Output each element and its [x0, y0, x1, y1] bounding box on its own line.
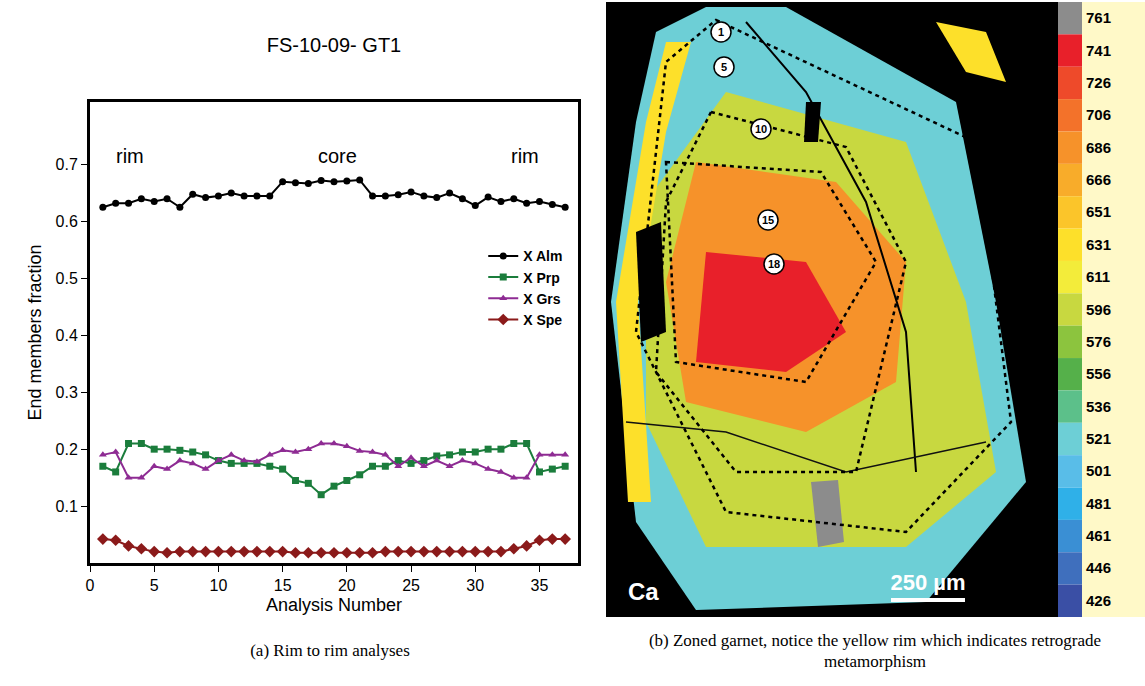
- svg-text:5: 5: [721, 61, 727, 73]
- svg-text:Ca: Ca: [628, 578, 659, 605]
- svg-text:0.7: 0.7: [56, 156, 78, 173]
- svg-text:556: 556: [1086, 365, 1111, 382]
- svg-text:5: 5: [150, 577, 159, 594]
- svg-text:0: 0: [86, 577, 95, 594]
- svg-text:20: 20: [338, 577, 356, 594]
- svg-text:X Spe: X Spe: [523, 312, 562, 328]
- svg-text:X Prp: X Prp: [523, 270, 560, 286]
- svg-text:706: 706: [1086, 106, 1111, 123]
- svg-text:481: 481: [1086, 495, 1111, 512]
- svg-text:rim: rim: [511, 145, 539, 167]
- svg-text:536: 536: [1086, 398, 1111, 415]
- svg-text:741: 741: [1086, 42, 1111, 59]
- svg-text:651: 651: [1086, 203, 1111, 220]
- svg-text:0.5: 0.5: [56, 270, 78, 287]
- svg-text:15: 15: [274, 577, 292, 594]
- svg-text:0.2: 0.2: [56, 441, 78, 458]
- svg-text:10: 10: [210, 577, 228, 594]
- svg-text:611: 611: [1086, 268, 1110, 285]
- svg-text:30: 30: [466, 577, 484, 594]
- svg-text:0.4: 0.4: [56, 327, 78, 344]
- html-text:(b) Zoned garnet, notice the y: (b) Zoned garnet, notice the yellow rim …: [648, 631, 1102, 671]
- svg-text:426: 426: [1086, 592, 1111, 609]
- svg-text:596: 596: [1086, 301, 1111, 318]
- html-text:(a) Rim to rim analyses: (a) Rim to rim analyses: [250, 641, 410, 660]
- svg-text:576: 576: [1086, 333, 1111, 350]
- svg-text:X Grs: X Grs: [523, 291, 561, 307]
- svg-text:761: 761: [1086, 9, 1111, 26]
- svg-text:521: 521: [1086, 430, 1111, 447]
- svg-text:666: 666: [1086, 171, 1111, 188]
- svg-text:461: 461: [1086, 527, 1111, 544]
- svg-text:15: 15: [762, 214, 774, 226]
- svg-text:250 µm: 250 µm: [890, 570, 965, 595]
- svg-text:rim: rim: [116, 145, 144, 167]
- svg-text:10: 10: [755, 123, 767, 135]
- svg-text:446: 446: [1086, 559, 1111, 576]
- svg-text:686: 686: [1086, 139, 1111, 156]
- svg-text:18: 18: [768, 258, 780, 270]
- svg-text:0.3: 0.3: [56, 384, 78, 401]
- svg-text:501: 501: [1086, 462, 1111, 479]
- svg-text:core: core: [318, 145, 357, 167]
- svg-text:FS-10-09- GT1: FS-10-09- GT1: [267, 34, 401, 56]
- svg-text:726: 726: [1086, 74, 1111, 91]
- svg-text:631: 631: [1086, 236, 1111, 253]
- svg-text:25: 25: [402, 577, 420, 594]
- svg-text:Analysis Number: Analysis Number: [266, 595, 402, 615]
- svg-text:X Alm: X Alm: [523, 248, 562, 264]
- svg-text:1: 1: [718, 26, 724, 38]
- svg-text:0.1: 0.1: [56, 498, 78, 515]
- svg-text:35: 35: [531, 577, 549, 594]
- svg-text:End members fraction: End members fraction: [25, 244, 45, 420]
- svg-text:0.6: 0.6: [56, 213, 78, 230]
